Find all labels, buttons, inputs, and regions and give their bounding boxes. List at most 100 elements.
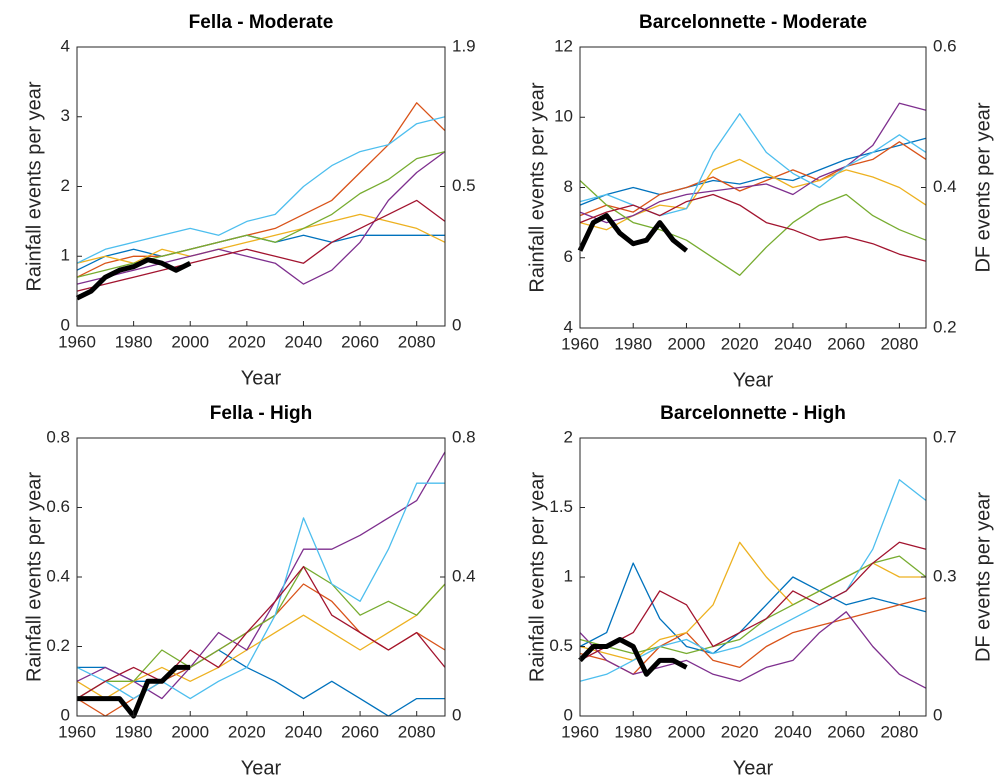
chart-title: Barcelonnette - High (660, 403, 846, 424)
x-tick-label: 2060 (341, 722, 379, 741)
x-tick-label: 2080 (880, 722, 918, 741)
y2-tick-label: 0.5 (452, 176, 476, 195)
x-axis-label: Year (733, 757, 774, 778)
y-tick-label: 0 (61, 705, 70, 724)
series-line (579, 611, 927, 689)
series-line (579, 541, 927, 661)
x-tick-label: 2060 (827, 722, 865, 741)
x-tick-label: 1980 (115, 332, 153, 351)
chart-title: Barcelonnette - Moderate (639, 12, 867, 33)
y2-tick-label: 0.3 (933, 566, 957, 585)
x-tick-label: 2020 (228, 332, 266, 351)
y-tick-label: 6 (564, 247, 573, 266)
series-line (76, 102, 446, 278)
y-tick-label: 0.8 (46, 427, 70, 446)
y2-tick-label: 0.2 (933, 317, 957, 336)
series-line (76, 199, 446, 292)
y-tick-label: 3 (61, 106, 70, 125)
series-line (76, 116, 446, 264)
y2-tick-label: 0 (452, 705, 461, 724)
x-tick-label: 1960 (58, 332, 96, 351)
y2-tick-label: 0.4 (452, 566, 476, 585)
y-tick-label: 0.2 (46, 636, 70, 655)
y2-tick-label: 0 (933, 705, 942, 724)
series-line (579, 113, 927, 217)
y2-tick-label: 1.9 (452, 36, 476, 55)
y2-tick-label: 0.4 (933, 177, 957, 196)
x-tick-label: 1960 (58, 722, 96, 741)
series-line (76, 451, 446, 700)
series-line (579, 158, 927, 231)
series-line (579, 193, 927, 262)
x-tick-label: 2040 (774, 722, 812, 741)
series-line (579, 597, 927, 675)
y-tick-label: 8 (564, 177, 573, 196)
series-line (76, 565, 446, 700)
chart-title: Fella - High (210, 403, 312, 424)
y-tick-label: 0.5 (549, 636, 573, 655)
y-tick-label: 12 (554, 36, 573, 55)
y-tick-label: 1 (564, 566, 573, 585)
series-line (579, 562, 927, 655)
y2-axis-label: DF events per year (972, 492, 994, 662)
x-tick-label: 2060 (341, 332, 379, 351)
series-line (579, 479, 927, 682)
series-line (578, 637, 688, 677)
x-axis-label: Year (241, 757, 282, 778)
series-line (76, 565, 446, 700)
x-tick-label: 1960 (561, 722, 599, 741)
y-tick-label: 2 (61, 176, 70, 195)
y-tick-label: 0.4 (46, 566, 70, 585)
y2-tick-label: 0 (452, 315, 461, 334)
y-tick-label: 0 (61, 315, 70, 334)
axes-box (76, 46, 446, 327)
x-tick-label: 2080 (880, 334, 918, 353)
series-line (76, 151, 446, 285)
x-tick-label: 2080 (398, 332, 436, 351)
x-tick-label: 1960 (561, 334, 599, 353)
series-line (579, 541, 926, 662)
x-tick-label: 2020 (228, 722, 266, 741)
y-axis-label: Rainfall events per year (23, 472, 45, 682)
x-tick-label: 2000 (171, 722, 209, 741)
y-tick-label: 0.6 (46, 497, 70, 516)
chart-title: Fella - Moderate (189, 12, 334, 33)
series-line (76, 482, 445, 700)
y-axis-label: Rainfall events per year (526, 472, 548, 682)
x-tick-label: 1980 (614, 334, 652, 353)
x-tick-label: 1980 (115, 722, 153, 741)
x-tick-label: 2020 (721, 334, 759, 353)
x-tick-label: 2000 (171, 332, 209, 351)
y-axis-label: Rainfall events per year (23, 81, 45, 291)
x-tick-label: 2060 (827, 334, 865, 353)
y2-tick-label: 0.6 (933, 36, 957, 55)
x-tick-label: 2000 (668, 722, 706, 741)
y-tick-label: 1 (61, 246, 70, 265)
x-axis-label: Year (733, 369, 774, 391)
y-tick-label: 4 (564, 317, 573, 336)
x-tick-label: 2080 (398, 722, 436, 741)
y2-tick-label: 0.8 (452, 427, 476, 446)
y2-tick-label: 0.7 (933, 427, 957, 446)
x-tick-label: 2040 (774, 334, 812, 353)
series-line (76, 583, 446, 717)
x-tick-label: 2000 (668, 334, 706, 353)
x-tick-label: 2040 (285, 332, 323, 351)
y-tick-label: 10 (554, 107, 573, 126)
x-axis-label: Year (241, 367, 282, 389)
x-tick-label: 1980 (614, 722, 652, 741)
y2-axis-label: DF events per year (972, 102, 994, 272)
y-tick-label: 1.5 (549, 497, 573, 516)
series-line (579, 137, 927, 206)
y-tick-label: 2 (564, 427, 573, 446)
series-line (579, 102, 927, 224)
y-axis-label: Rainfall events per year (526, 82, 548, 292)
series-line (579, 180, 927, 276)
y-tick-label: 0 (564, 705, 573, 724)
x-tick-label: 2040 (285, 722, 323, 741)
x-tick-label: 2020 (721, 722, 759, 741)
series-line (77, 649, 445, 717)
y-tick-label: 4 (61, 36, 70, 55)
series-line (75, 257, 192, 301)
